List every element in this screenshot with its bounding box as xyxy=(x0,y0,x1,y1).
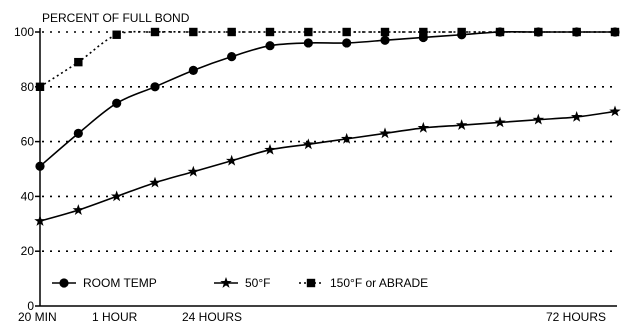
data-point-circle xyxy=(303,38,313,48)
chart-title: PERCENT OF FULL BOND xyxy=(42,11,190,25)
x-tick-label: 72 HOURS xyxy=(546,310,606,324)
data-point-star xyxy=(72,204,85,215)
data-point-circle xyxy=(188,65,198,75)
axes xyxy=(39,28,617,307)
y-tick-label: 20 xyxy=(21,244,35,258)
data-point-square xyxy=(534,27,543,37)
data-point-square xyxy=(457,27,466,37)
data-point-square xyxy=(189,27,198,37)
data-point-square xyxy=(306,278,316,288)
data-point-star xyxy=(220,277,232,288)
legend: ROOM TEMP 50°F 150°F or ABRADE xyxy=(52,276,428,290)
data-point-square xyxy=(150,27,160,37)
data-point-star xyxy=(302,138,315,150)
legend-label: 50°F xyxy=(245,276,270,290)
data-point-star xyxy=(455,119,468,131)
data-point-star xyxy=(494,116,506,128)
data-point-circle xyxy=(380,35,390,45)
x-tick-label: 20 MIN xyxy=(18,310,57,324)
data-point-square xyxy=(572,27,581,37)
y-tick-label: 80 xyxy=(21,80,35,94)
data-point-square xyxy=(380,27,390,37)
data-point-star xyxy=(149,176,161,188)
x-tick-label: 1 HOUR xyxy=(92,310,138,324)
data-point-circle xyxy=(112,98,122,108)
data-point-square xyxy=(419,27,428,37)
series-lines xyxy=(39,30,616,222)
series-line-2 xyxy=(39,110,616,222)
data-point-square xyxy=(227,27,236,37)
data-point-square xyxy=(610,27,620,37)
data-point-star xyxy=(225,154,238,166)
legend-label: 150°F or ABRADE xyxy=(330,276,428,290)
data-point-circle xyxy=(265,41,275,51)
data-point-star xyxy=(570,110,583,122)
data-point-star xyxy=(34,215,46,226)
data-point-circle xyxy=(342,38,352,48)
data-point-square xyxy=(495,27,505,37)
data-point-circle xyxy=(59,278,69,288)
data-point-square xyxy=(342,27,351,37)
data-point-star xyxy=(340,132,353,144)
data-point-star xyxy=(187,165,200,177)
series-markers xyxy=(34,27,621,226)
series-line-1 xyxy=(39,30,615,167)
y-tick-label: 60 xyxy=(21,135,35,149)
data-point-star xyxy=(609,105,621,117)
data-point-star xyxy=(264,143,276,155)
data-point-star xyxy=(110,190,123,202)
y-tick-label: 0 xyxy=(27,299,34,313)
data-point-square xyxy=(265,27,275,37)
y-tick-labels: 0 20 40 60 80 100 xyxy=(14,25,40,313)
y-tick-label: 100 xyxy=(14,25,34,39)
series-line-3 xyxy=(39,30,615,88)
x-tick-label: 24 HOURS xyxy=(182,310,242,324)
x-tick-labels: 20 MIN 1 HOUR 24 HOURS 72 HOURS xyxy=(18,310,606,324)
data-point-square xyxy=(74,57,83,67)
data-point-star xyxy=(532,113,545,125)
data-point-star xyxy=(379,127,391,139)
data-point-square xyxy=(112,30,121,39)
legend-label: ROOM TEMP xyxy=(83,276,157,290)
y-tick-label: 40 xyxy=(21,189,35,203)
data-point-circle xyxy=(150,82,160,92)
data-point-circle xyxy=(73,128,83,138)
data-point-circle xyxy=(35,161,45,171)
data-point-star xyxy=(417,121,430,133)
data-point-circle xyxy=(227,52,237,62)
data-point-square xyxy=(304,27,313,37)
data-point-square xyxy=(35,82,45,91)
